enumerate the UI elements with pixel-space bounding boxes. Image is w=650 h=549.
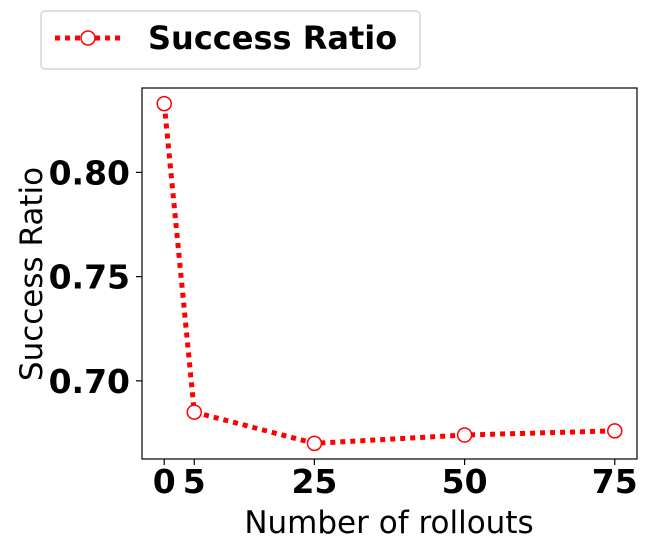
x-axis: 0 5 25 50 75 [153,459,638,501]
y-axis-title: Success Ratio [14,167,50,381]
y-axis: 0.70 0.75 0.80 [49,153,142,401]
plot-frame [141,87,638,460]
x-tick-label-75: 75 [592,462,638,501]
x-axis-title: Number of rollouts [244,505,533,541]
data-point-5 [186,404,203,420]
data-point-75 [607,423,623,439]
legend-label: Success Ratio [148,19,397,57]
data-point-0 [156,95,172,112]
data-point-25 [306,435,323,452]
x-tick-label-50: 50 [442,462,488,501]
legend: Success Ratio [40,10,421,70]
legend-box [40,10,421,70]
x-tick-label-0: 0 [153,462,176,501]
series-line-0 [161,103,615,446]
y-tick-label-0.70: 0.70 [49,362,130,401]
data-point-50 [456,427,473,443]
x-tick-label-5: 5 [183,462,206,501]
y-tick-label-0.75: 0.75 [49,258,130,297]
series-layer [156,95,623,452]
y-tick-label-0.80: 0.80 [49,153,130,192]
x-tick-label-25: 25 [291,462,337,501]
legend-marker-swatch [80,30,96,46]
